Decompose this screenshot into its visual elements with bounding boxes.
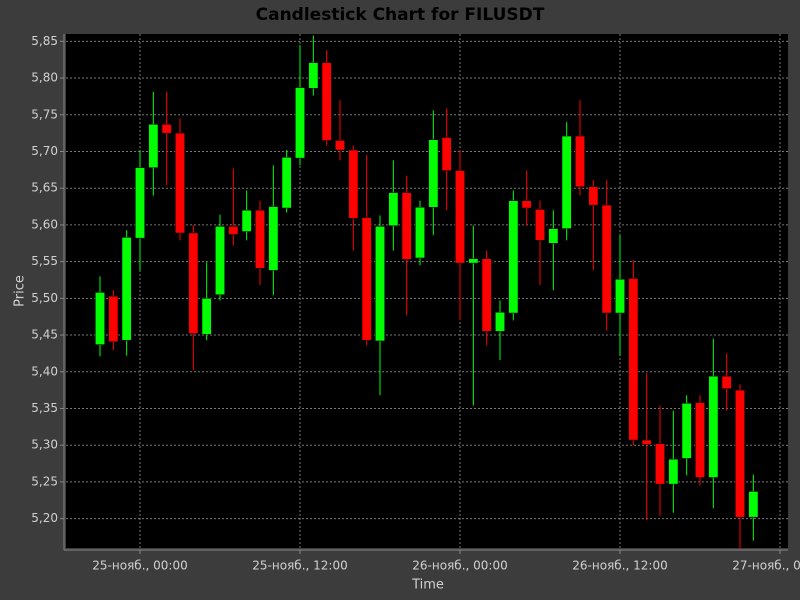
candle-body	[655, 443, 665, 485]
y-tick-label: 5,85	[31, 34, 58, 48]
candle-body	[401, 192, 412, 260]
candle-body	[455, 170, 465, 264]
candle-body	[148, 124, 159, 168]
candle-body	[735, 389, 745, 518]
candle-body	[575, 135, 585, 187]
x-tick-label: 26-нояб., 00:00	[412, 559, 507, 573]
candle-body	[748, 491, 759, 518]
candle-body	[188, 232, 199, 334]
candle-body	[268, 206, 279, 271]
candle-body	[495, 312, 505, 332]
candle-body	[121, 237, 132, 341]
candle-body	[668, 458, 679, 485]
plot-area	[66, 34, 788, 548]
candle-body	[468, 258, 479, 264]
y-tick-label: 5,30	[31, 438, 58, 452]
candle-body	[628, 278, 639, 441]
candle-body	[348, 149, 359, 219]
candle-body	[215, 226, 225, 295]
candle-body	[228, 226, 239, 235]
candle-body	[508, 200, 519, 314]
y-tick-label: 5,55	[31, 254, 58, 268]
candle-body	[641, 439, 652, 445]
candle-body	[108, 295, 119, 342]
candle-body	[281, 157, 292, 209]
candle-body	[548, 228, 559, 244]
x-tick-label: 25-нояб., 12:00	[252, 559, 347, 573]
candle-body	[681, 403, 692, 459]
candle-body	[95, 292, 105, 345]
y-tick-label: 5,25	[31, 474, 58, 488]
candle-body	[601, 204, 612, 314]
candle-body	[321, 62, 332, 141]
y-tick-label: 5,80	[31, 71, 58, 85]
chart-title: Candlestick Chart for FILUSDT	[256, 5, 545, 25]
y-tick-label: 5,50	[31, 291, 58, 305]
candle-body	[295, 87, 305, 159]
y-axis-label: Price	[13, 275, 28, 307]
candle-body	[481, 258, 492, 332]
y-tick-label: 5,75	[31, 107, 58, 121]
candle-body	[241, 209, 252, 232]
candle-body	[415, 207, 425, 259]
candle-body	[521, 200, 532, 209]
x-tick-label: 26-нояб., 12:00	[572, 559, 667, 573]
candle-body	[588, 186, 599, 206]
candle-body	[175, 132, 185, 234]
candle-body	[161, 124, 172, 134]
candle-body	[695, 402, 705, 478]
candle-body	[201, 298, 212, 335]
y-tick-label: 5,45	[31, 328, 58, 342]
candle-body	[561, 135, 572, 229]
candle-body	[708, 375, 719, 478]
y-tick-label: 5,65	[31, 181, 58, 195]
candle-body	[375, 226, 385, 342]
candle-body	[615, 279, 625, 314]
y-tick-label: 5,35	[31, 401, 58, 415]
candle-body	[441, 137, 452, 171]
y-tick-label: 5,40	[31, 364, 58, 378]
x-tick-label: 27-нояб., 00:00	[732, 559, 800, 573]
candle-body	[361, 217, 372, 341]
y-tick-label: 5,20	[31, 511, 58, 525]
x-axis-label: Time	[411, 578, 444, 593]
candle-body	[135, 167, 145, 239]
y-tick-label: 5,70	[31, 144, 58, 158]
candle-body	[255, 209, 265, 269]
candle-body	[428, 139, 439, 208]
y-tick-label: 5,60	[31, 217, 58, 231]
candle-body	[535, 209, 545, 241]
candle-body	[721, 375, 732, 389]
candle-body	[388, 192, 399, 226]
candle-body	[308, 62, 319, 89]
candle-body	[335, 140, 345, 151]
x-tick-label: 25-нояб., 00:00	[92, 559, 187, 573]
